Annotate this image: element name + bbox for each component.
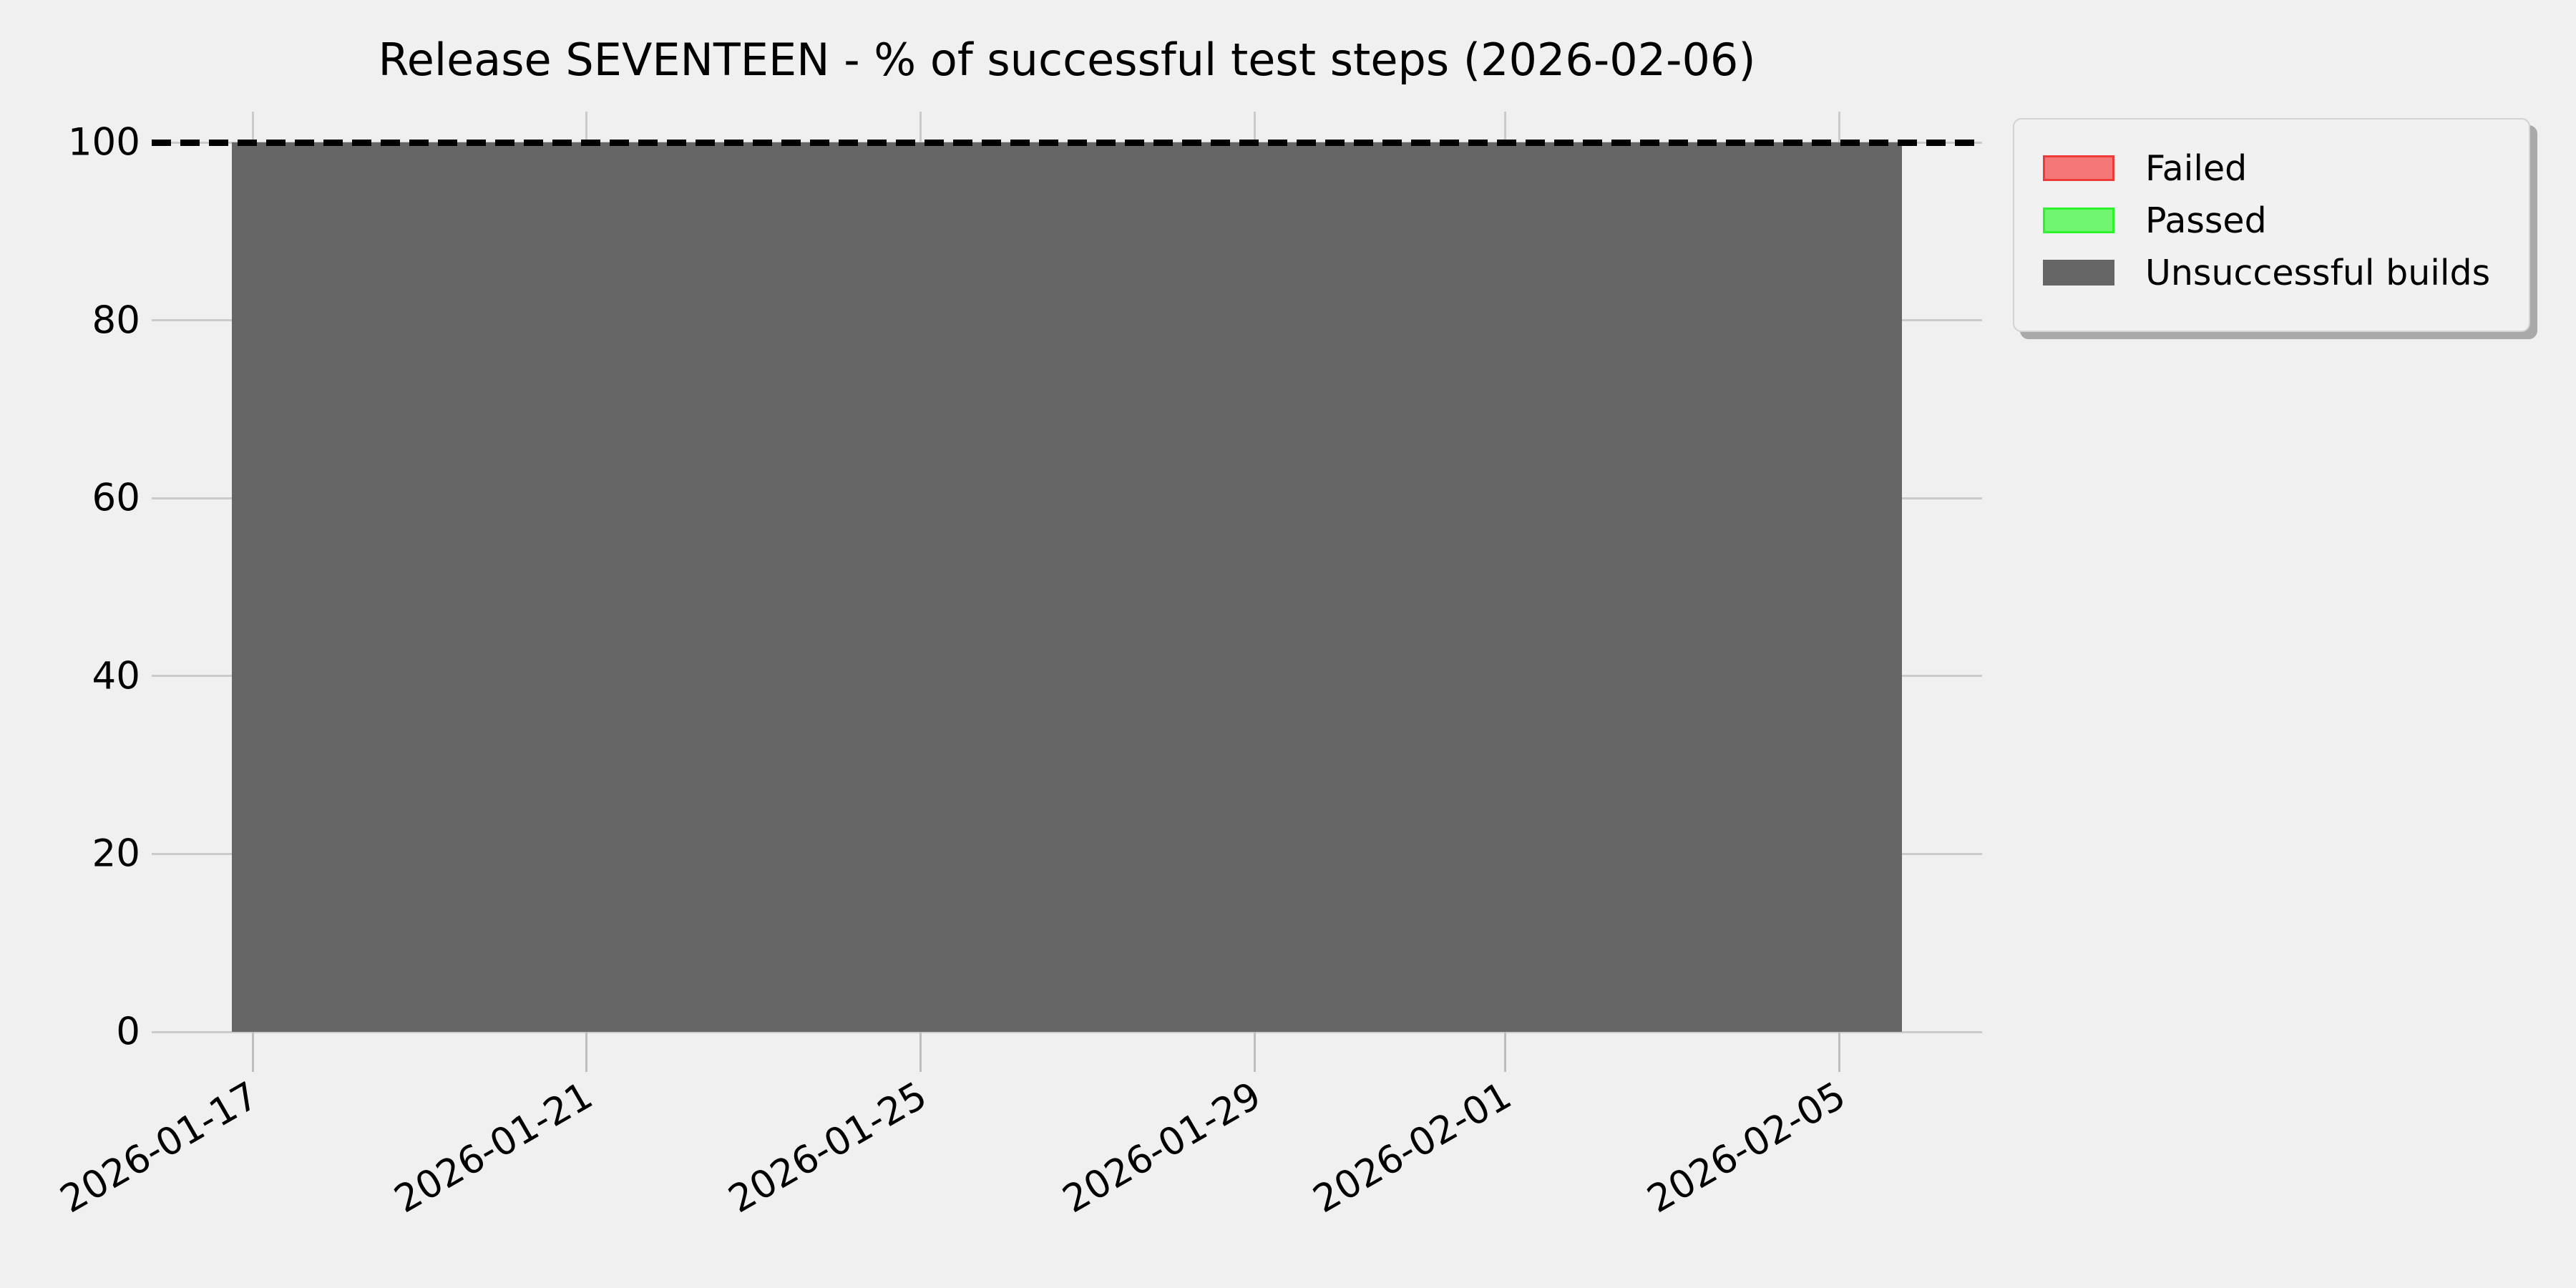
y-tick-label: 40 bbox=[92, 654, 140, 698]
x-tick-label: 2026-01-25 bbox=[721, 1073, 935, 1222]
legend-swatch-passed-icon bbox=[2043, 208, 2114, 233]
legend-label: Unsuccessful builds bbox=[2145, 252, 2491, 293]
legend-label: Failed bbox=[2145, 147, 2248, 189]
y-tick-label: 0 bbox=[116, 1010, 140, 1054]
legend-item: Passed bbox=[2043, 203, 2514, 238]
x-tick-label: 2026-01-29 bbox=[1055, 1073, 1269, 1222]
x-tick-mark bbox=[1504, 1032, 1507, 1072]
x-tick-mark bbox=[251, 1032, 254, 1072]
x-tick-mark bbox=[919, 1032, 922, 1072]
x-tick-label: 2026-01-21 bbox=[387, 1073, 600, 1222]
y-tick-label: 100 bbox=[67, 120, 140, 165]
x-tick-label: 2026-01-17 bbox=[53, 1073, 266, 1222]
x-tick-mark bbox=[1838, 1032, 1841, 1072]
unsuccessful-builds-area bbox=[231, 142, 1903, 1032]
x-tick-label: 2026-02-01 bbox=[1306, 1073, 1519, 1222]
target-line-100pct bbox=[152, 139, 1982, 146]
y-gridline bbox=[152, 1030, 1982, 1033]
legend-item: Failed bbox=[2043, 151, 2514, 186]
legend-swatch-failed-icon bbox=[2043, 155, 2114, 181]
y-tick-label: 20 bbox=[92, 831, 140, 876]
legend: Failed Passed Unsuccessful builds bbox=[2013, 118, 2530, 332]
x-tick-mark bbox=[1254, 1032, 1257, 1072]
y-tick-label: 80 bbox=[92, 298, 140, 343]
x-tick-label: 2026-02-05 bbox=[1639, 1073, 1853, 1222]
y-tick-label: 60 bbox=[92, 476, 140, 520]
legend-swatch-unsuccessful-builds-icon bbox=[2043, 260, 2114, 286]
chart-title: Release SEVENTEEN - % of successful test… bbox=[378, 34, 1756, 86]
legend-item: Unsuccessful builds bbox=[2043, 255, 2514, 291]
x-tick-mark bbox=[585, 1032, 588, 1072]
legend-label: Passed bbox=[2145, 200, 2267, 241]
